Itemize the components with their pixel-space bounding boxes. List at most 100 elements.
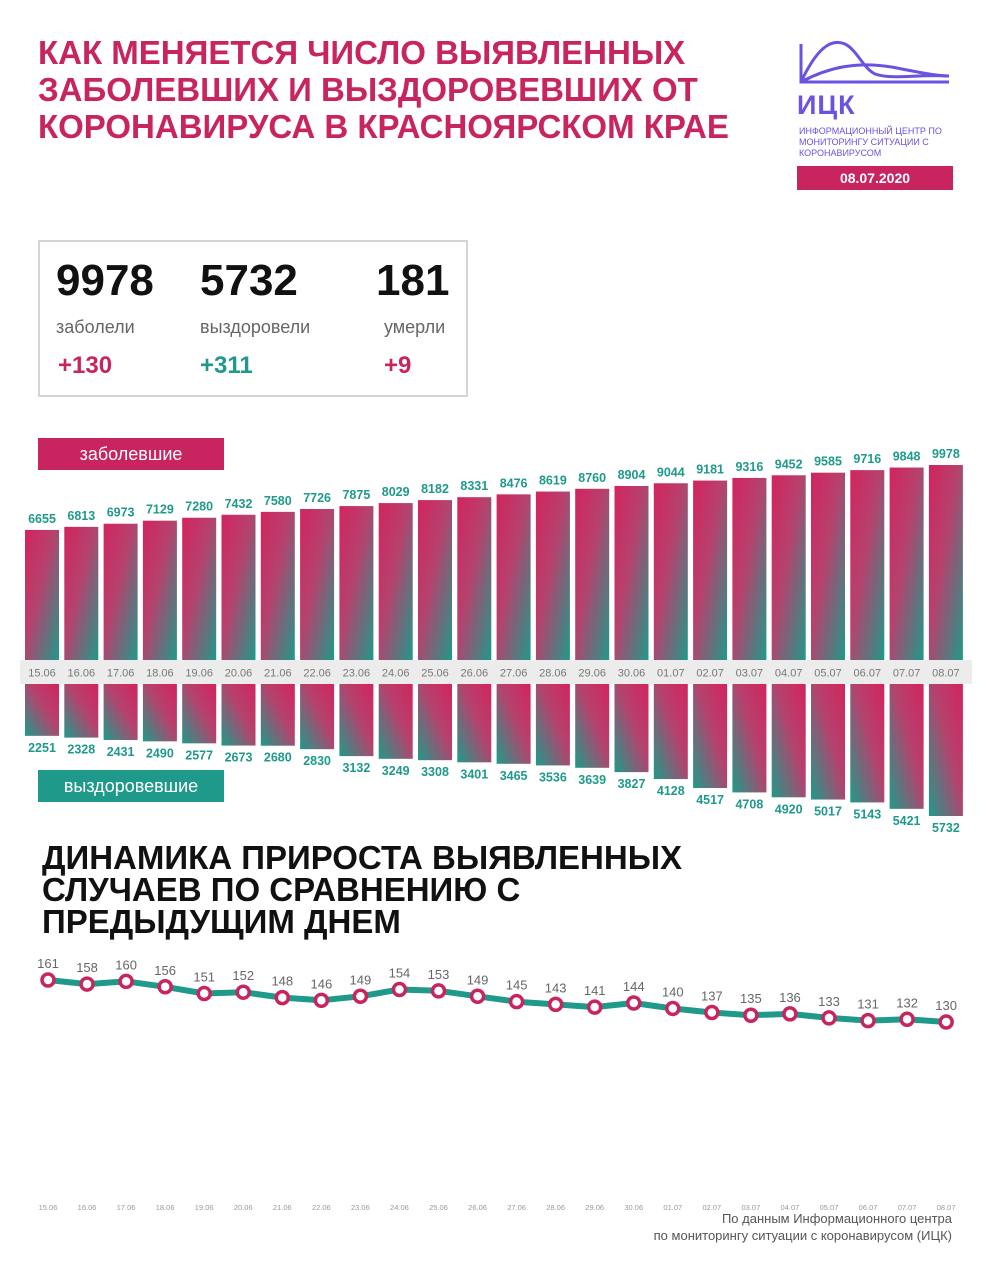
growth-point: [508, 993, 525, 1010]
stat-recovered-delta: +311: [200, 352, 253, 379]
infected-bar: [614, 485, 649, 660]
recovered-bar: [614, 684, 649, 773]
growth-point-label: 148: [271, 974, 293, 989]
infected-bar: [221, 514, 256, 660]
recovered-bar: [653, 684, 688, 780]
recovered-bar-label: 3308: [421, 765, 449, 779]
growth-date-tick: 08.07: [937, 1203, 956, 1212]
infected-bar: [378, 503, 413, 660]
infected-bar-label: 9181: [696, 463, 724, 477]
growth-date-tick: 05.07: [820, 1203, 839, 1212]
growth-date-tick: 16.06: [78, 1203, 97, 1212]
infected-bar: [928, 465, 963, 660]
recovered-bar-label: 3249: [382, 764, 410, 778]
stat-recovered-label: выздоровели: [200, 317, 311, 337]
growth-date-tick: 17.06: [117, 1203, 136, 1212]
stat-deaths-delta: +9: [384, 352, 412, 379]
growth-point-label: 154: [389, 965, 411, 980]
recovered-bar-label: 2680: [264, 751, 292, 765]
recovered-bar: [928, 684, 963, 816]
stat-infected-label: заболели: [56, 317, 135, 337]
growth-series-line: [47, 977, 947, 1025]
growth-point: [196, 985, 212, 1002]
growth-point: [704, 1004, 720, 1021]
recovered-bar: [221, 684, 256, 746]
infected-bar-label: 9316: [735, 460, 763, 474]
recovered-bar-label: 2577: [185, 748, 213, 762]
recovered-bar: [496, 684, 531, 764]
infected-bar: [64, 526, 99, 660]
logo-wave-icon: [799, 40, 950, 84]
infected-bar: [889, 467, 924, 660]
growth-point: [313, 992, 330, 1009]
growth-point: [743, 1007, 759, 1023]
infected-bar-label: 7726: [303, 491, 331, 505]
recovered-bar-label: 2328: [67, 743, 95, 757]
date-tick-label: 24.06: [382, 668, 410, 680]
recovered-bar-label: 2490: [146, 746, 174, 760]
recovered-bar-label: 3827: [618, 777, 646, 791]
recovered-bar: [300, 684, 335, 750]
growth-date-tick: 04.07: [781, 1203, 800, 1212]
infected-bar-label: 8760: [578, 471, 606, 485]
recovered-bar-label: 4920: [775, 802, 803, 816]
infected-bar: [496, 494, 531, 660]
ick-logo: ИЦК Информационный центр по мониторингу …: [797, 38, 957, 158]
growth-point: [938, 1014, 954, 1030]
recovered-bar: [339, 684, 374, 757]
source-line-1: По данным Информационного центра: [721, 1211, 952, 1226]
infected-bar-label: 8904: [618, 468, 646, 482]
growth-point: [860, 1012, 876, 1029]
recovered-bar-label: 2830: [303, 754, 331, 768]
date-tick-label: 15.06: [28, 668, 56, 680]
infected-bar-label: 7129: [146, 503, 174, 517]
growth-chart-title: Динамика прироста выявленных случаев по …: [42, 839, 683, 940]
growth-point: [79, 976, 95, 992]
growth-date-tick: 03.07: [742, 1203, 761, 1212]
date-tick-label: 06.07: [854, 668, 882, 680]
infected-bar-label: 7875: [342, 488, 370, 502]
infected-bar: [142, 520, 177, 660]
infected-bar: [575, 488, 610, 660]
date-tick-label: 20.06: [225, 668, 253, 680]
infected-bar: [25, 529, 59, 660]
growth-point-label: 160: [115, 957, 137, 972]
date-tick-label: 17.06: [107, 668, 135, 680]
recovered-bar-label: 3536: [539, 770, 567, 784]
recovered-bar-label: 5732: [932, 821, 960, 835]
infected-bar-label: 8476: [500, 476, 528, 490]
recovered-bar-label: 3401: [460, 767, 488, 781]
growth-point-label: 149: [350, 972, 372, 987]
infected-bar: [418, 500, 452, 660]
cumulative-bar-chart: 6655 15.06 2251 6813 16.06 2328 6973 17.06 2431 7…: [20, 447, 972, 835]
growth-point-label: 135: [740, 991, 762, 1006]
logo-subtitle: Информационный центр по мониторингу ситу…: [799, 126, 942, 158]
infected-bar: [339, 506, 374, 660]
growth-point: [352, 988, 369, 1005]
growth-date-tick: 25.06: [429, 1203, 448, 1212]
growth-date-tick: 30.06: [624, 1203, 643, 1212]
recovered-bar: [732, 684, 767, 793]
date-tick-label: 05.07: [814, 668, 842, 680]
infected-bar: [811, 472, 845, 660]
logo-name: ИЦК: [797, 90, 856, 120]
growth-point: [547, 996, 564, 1013]
growth-date-tick: 18.06: [156, 1203, 175, 1212]
infected-bar-label: 9585: [814, 455, 842, 469]
recovered-bar: [535, 684, 570, 766]
recovered-bar: [260, 684, 295, 746]
source-footer: По данным Информационного центра по мони…: [654, 1210, 952, 1244]
growth-point-label: 153: [428, 967, 450, 982]
growth-date-tick: 24.06: [390, 1203, 409, 1212]
growth-point-label: 161: [37, 956, 59, 971]
date-tick-label: 30.06: [618, 668, 646, 680]
growth-point-label: 131: [857, 997, 879, 1012]
stat-infected-value: 9978: [56, 256, 154, 305]
recovered-bar-label: 2431: [107, 745, 135, 759]
infected-bar: [300, 509, 335, 660]
infected-bar-label: 8029: [382, 485, 410, 499]
infected-bar: [182, 517, 217, 660]
date-tick-label: 26.06: [461, 668, 489, 680]
growth-date-tick: 01.07: [663, 1203, 682, 1212]
recovered-bar: [418, 684, 452, 761]
